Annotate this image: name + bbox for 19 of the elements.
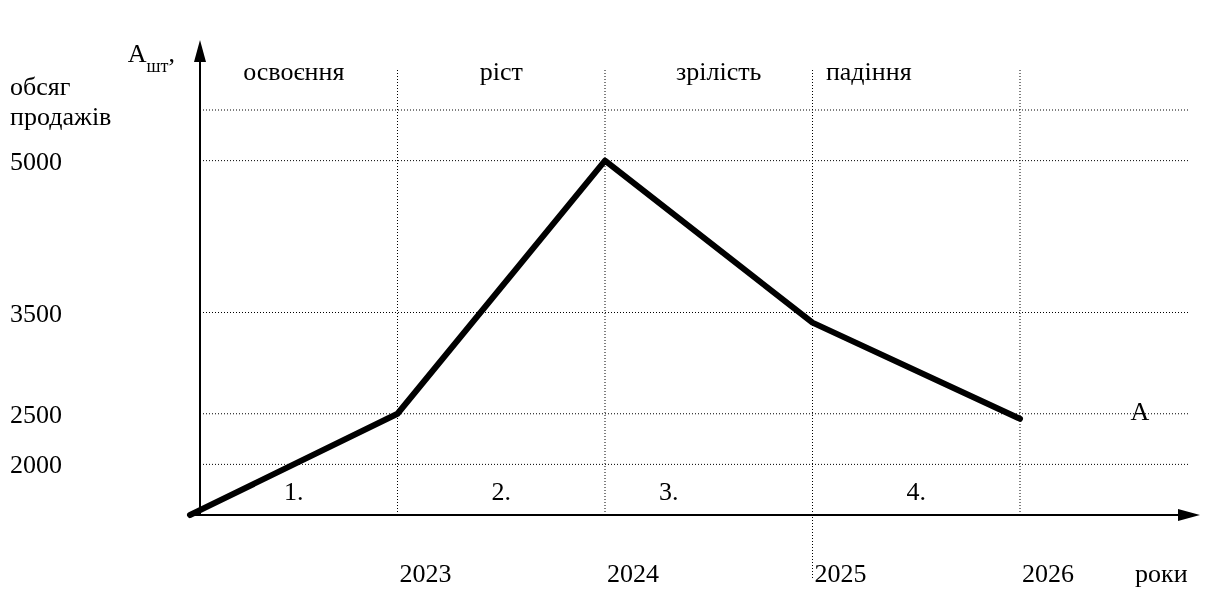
x-tick-label: 2024 bbox=[607, 559, 659, 588]
y-tick-label: 2500 bbox=[10, 399, 62, 429]
x-tick-label: 2023 bbox=[399, 559, 452, 588]
text: ріст bbox=[479, 57, 523, 86]
y-tick-label: 2000 bbox=[10, 450, 62, 480]
y-tick-label: 3500 bbox=[10, 298, 62, 328]
annotation: 4. bbox=[906, 477, 926, 506]
x-tick-label: 2026 bbox=[1022, 559, 1074, 588]
x-tick-label: 2025 bbox=[814, 559, 867, 588]
x-axis-title: роки bbox=[1135, 559, 1188, 588]
annotation: 3. bbox=[659, 477, 679, 506]
y-tick-label: 5000 bbox=[10, 146, 62, 176]
annotation: 2. bbox=[491, 477, 511, 506]
text: падіння bbox=[825, 57, 912, 86]
text: A$_{шт}$, обсяг продажів bbox=[10, 39, 175, 131]
annotation: A bbox=[1130, 397, 1150, 426]
annotation: 1. bbox=[284, 477, 304, 506]
text: зрілість bbox=[676, 57, 762, 86]
text: освоєння bbox=[243, 57, 345, 86]
